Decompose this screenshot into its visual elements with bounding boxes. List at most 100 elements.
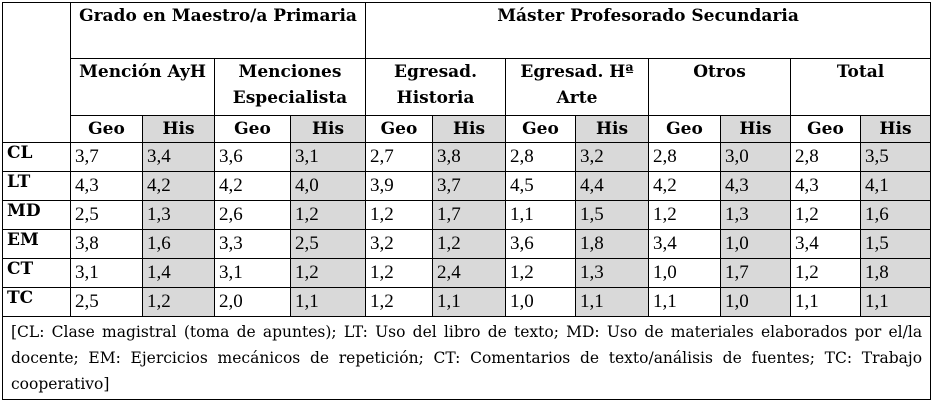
column-header: His (432, 115, 506, 143)
column-header: His (859, 115, 932, 143)
value-cell: 4,5 (505, 171, 576, 201)
value-cell: 1,3 (142, 200, 215, 230)
value-cell: 1,2 (365, 287, 433, 317)
value-cell: 4,3 (70, 171, 143, 201)
value-cell: 1,6 (859, 200, 932, 230)
row-label: CT (2, 258, 71, 288)
column-header: His (142, 115, 215, 143)
value-cell: 3,9 (365, 171, 433, 201)
value-cell: 4,2 (214, 171, 291, 201)
value-cell: 2,5 (70, 200, 143, 230)
value-cell: 1,0 (648, 258, 721, 288)
value-cell: 3,1 (290, 142, 366, 172)
value-cell: 1,2 (142, 287, 215, 317)
column-header: Geo (648, 115, 721, 143)
subgroup-header: Egresad. Historia (365, 58, 506, 116)
value-cell: 2,4 (432, 258, 506, 288)
value-cell: 2,0 (214, 287, 291, 317)
value-cell: 3,4 (790, 229, 861, 259)
value-cell: 1,5 (575, 200, 649, 230)
subgroup-header: Menciones Especialista (214, 58, 366, 116)
column-header: Geo (70, 115, 143, 143)
value-cell: 2,5 (290, 229, 366, 259)
value-cell: 1,0 (720, 229, 791, 259)
value-cell: 4,3 (720, 171, 791, 201)
table-row: CT 3,1 1,4 3,1 1,2 1,2 2,4 1,2 1,3 1,0 1,7 1,2 1,8 (2, 258, 932, 288)
value-cell: 1,2 (790, 258, 861, 288)
value-cell: 3,4 (142, 142, 215, 172)
table-row: EM 3,8 1,6 3,3 2,5 3,2 1,2 3,6 1,8 3,4 1,0 3,4 1,5 (2, 229, 932, 259)
row-label: TC (2, 287, 71, 317)
value-cell: 2,6 (214, 200, 291, 230)
subgroup-header: Total (789, 58, 932, 116)
value-cell: 3,6 (505, 229, 576, 259)
column-header: Geo (365, 115, 433, 143)
value-cell: 3,8 (432, 142, 506, 172)
value-cell: 3,3 (214, 229, 291, 259)
value-cell: 4,3 (790, 171, 861, 201)
value-cell: 1,1 (859, 287, 932, 317)
value-cell: 3,6 (214, 142, 291, 172)
value-cell: 3,4 (648, 229, 721, 259)
value-cell: 2,8 (790, 142, 861, 172)
value-cell: 1,7 (432, 200, 506, 230)
column-header: His (575, 115, 649, 143)
value-cell: 1,6 (142, 229, 215, 259)
value-cell: 1,3 (575, 258, 649, 288)
value-cell: 1,2 (432, 229, 506, 259)
value-cell: 3,1 (214, 258, 291, 288)
group-header: Máster Profesorado Secundaria (364, 2, 932, 59)
value-cell: 1,2 (290, 258, 366, 288)
value-cell: 4,1 (859, 171, 932, 201)
value-cell: 1,2 (790, 200, 861, 230)
value-cell: 1,1 (432, 287, 506, 317)
column-header: His (720, 115, 791, 143)
value-cell: 2,7 (365, 142, 433, 172)
value-cell: 3,1 (70, 258, 143, 288)
value-cell: 1,2 (505, 258, 576, 288)
corner-cell (2, 2, 71, 143)
value-cell: 3,7 (70, 142, 143, 172)
value-cell: 3,2 (365, 229, 433, 259)
value-cell: 4,4 (575, 171, 649, 201)
value-cell: 1,3 (720, 200, 791, 230)
table-row: TC 2,5 1,2 2,0 1,1 1,2 1,1 1,0 1,1 1,1 1,0 1,1 1,1 (2, 287, 932, 317)
value-cell: 1,8 (859, 258, 932, 288)
column-header: His (290, 115, 366, 143)
row-label: MD (2, 200, 71, 230)
subgroup-header: Otros (648, 58, 791, 116)
value-cell: 1,1 (575, 287, 649, 317)
value-cell: 1,2 (648, 200, 721, 230)
value-cell: 1,0 (505, 287, 576, 317)
value-cell: 1,1 (505, 200, 576, 230)
row-label: CL (2, 142, 71, 172)
footnote: [CL: Clase magistral (toma de apuntes); … (1, 316, 932, 400)
column-header: Geo (505, 115, 576, 143)
column-header: Geo (214, 115, 291, 143)
value-cell: 2,8 (648, 142, 721, 172)
value-cell: 3,7 (432, 171, 506, 201)
table-row: CL 3,7 3,4 3,6 3,1 2,7 3,8 2,8 3,2 2,8 3,0 2,8 3,5 (2, 142, 932, 172)
value-cell: 4,0 (290, 171, 366, 201)
value-cell: 1,2 (365, 258, 433, 288)
subgroup-header: Egresad. Hª Arte (505, 58, 649, 116)
value-cell: 1,8 (575, 229, 649, 259)
value-cell: 4,2 (648, 171, 721, 201)
value-cell: 3,5 (859, 142, 932, 172)
value-cell: 1,1 (648, 287, 721, 317)
table-row: LT 4,3 4,2 4,2 4,0 3,9 3,7 4,5 4,4 4,2 4,3 4,3 4,1 (2, 171, 932, 201)
subgroup-header: Mención AyH (70, 58, 215, 116)
row-label: EM (2, 229, 71, 259)
value-cell: 1,4 (142, 258, 215, 288)
value-cell: 3,2 (575, 142, 649, 172)
value-cell: 2,8 (505, 142, 576, 172)
value-cell: 1,7 (720, 258, 791, 288)
value-cell: 1,2 (290, 200, 366, 230)
value-cell: 1,0 (720, 287, 791, 317)
value-cell: 1,1 (790, 287, 861, 317)
value-cell: 3,8 (70, 229, 143, 259)
value-cell: 1,2 (365, 200, 433, 230)
value-cell: 1,5 (859, 229, 932, 259)
value-cell: 4,2 (142, 171, 215, 201)
